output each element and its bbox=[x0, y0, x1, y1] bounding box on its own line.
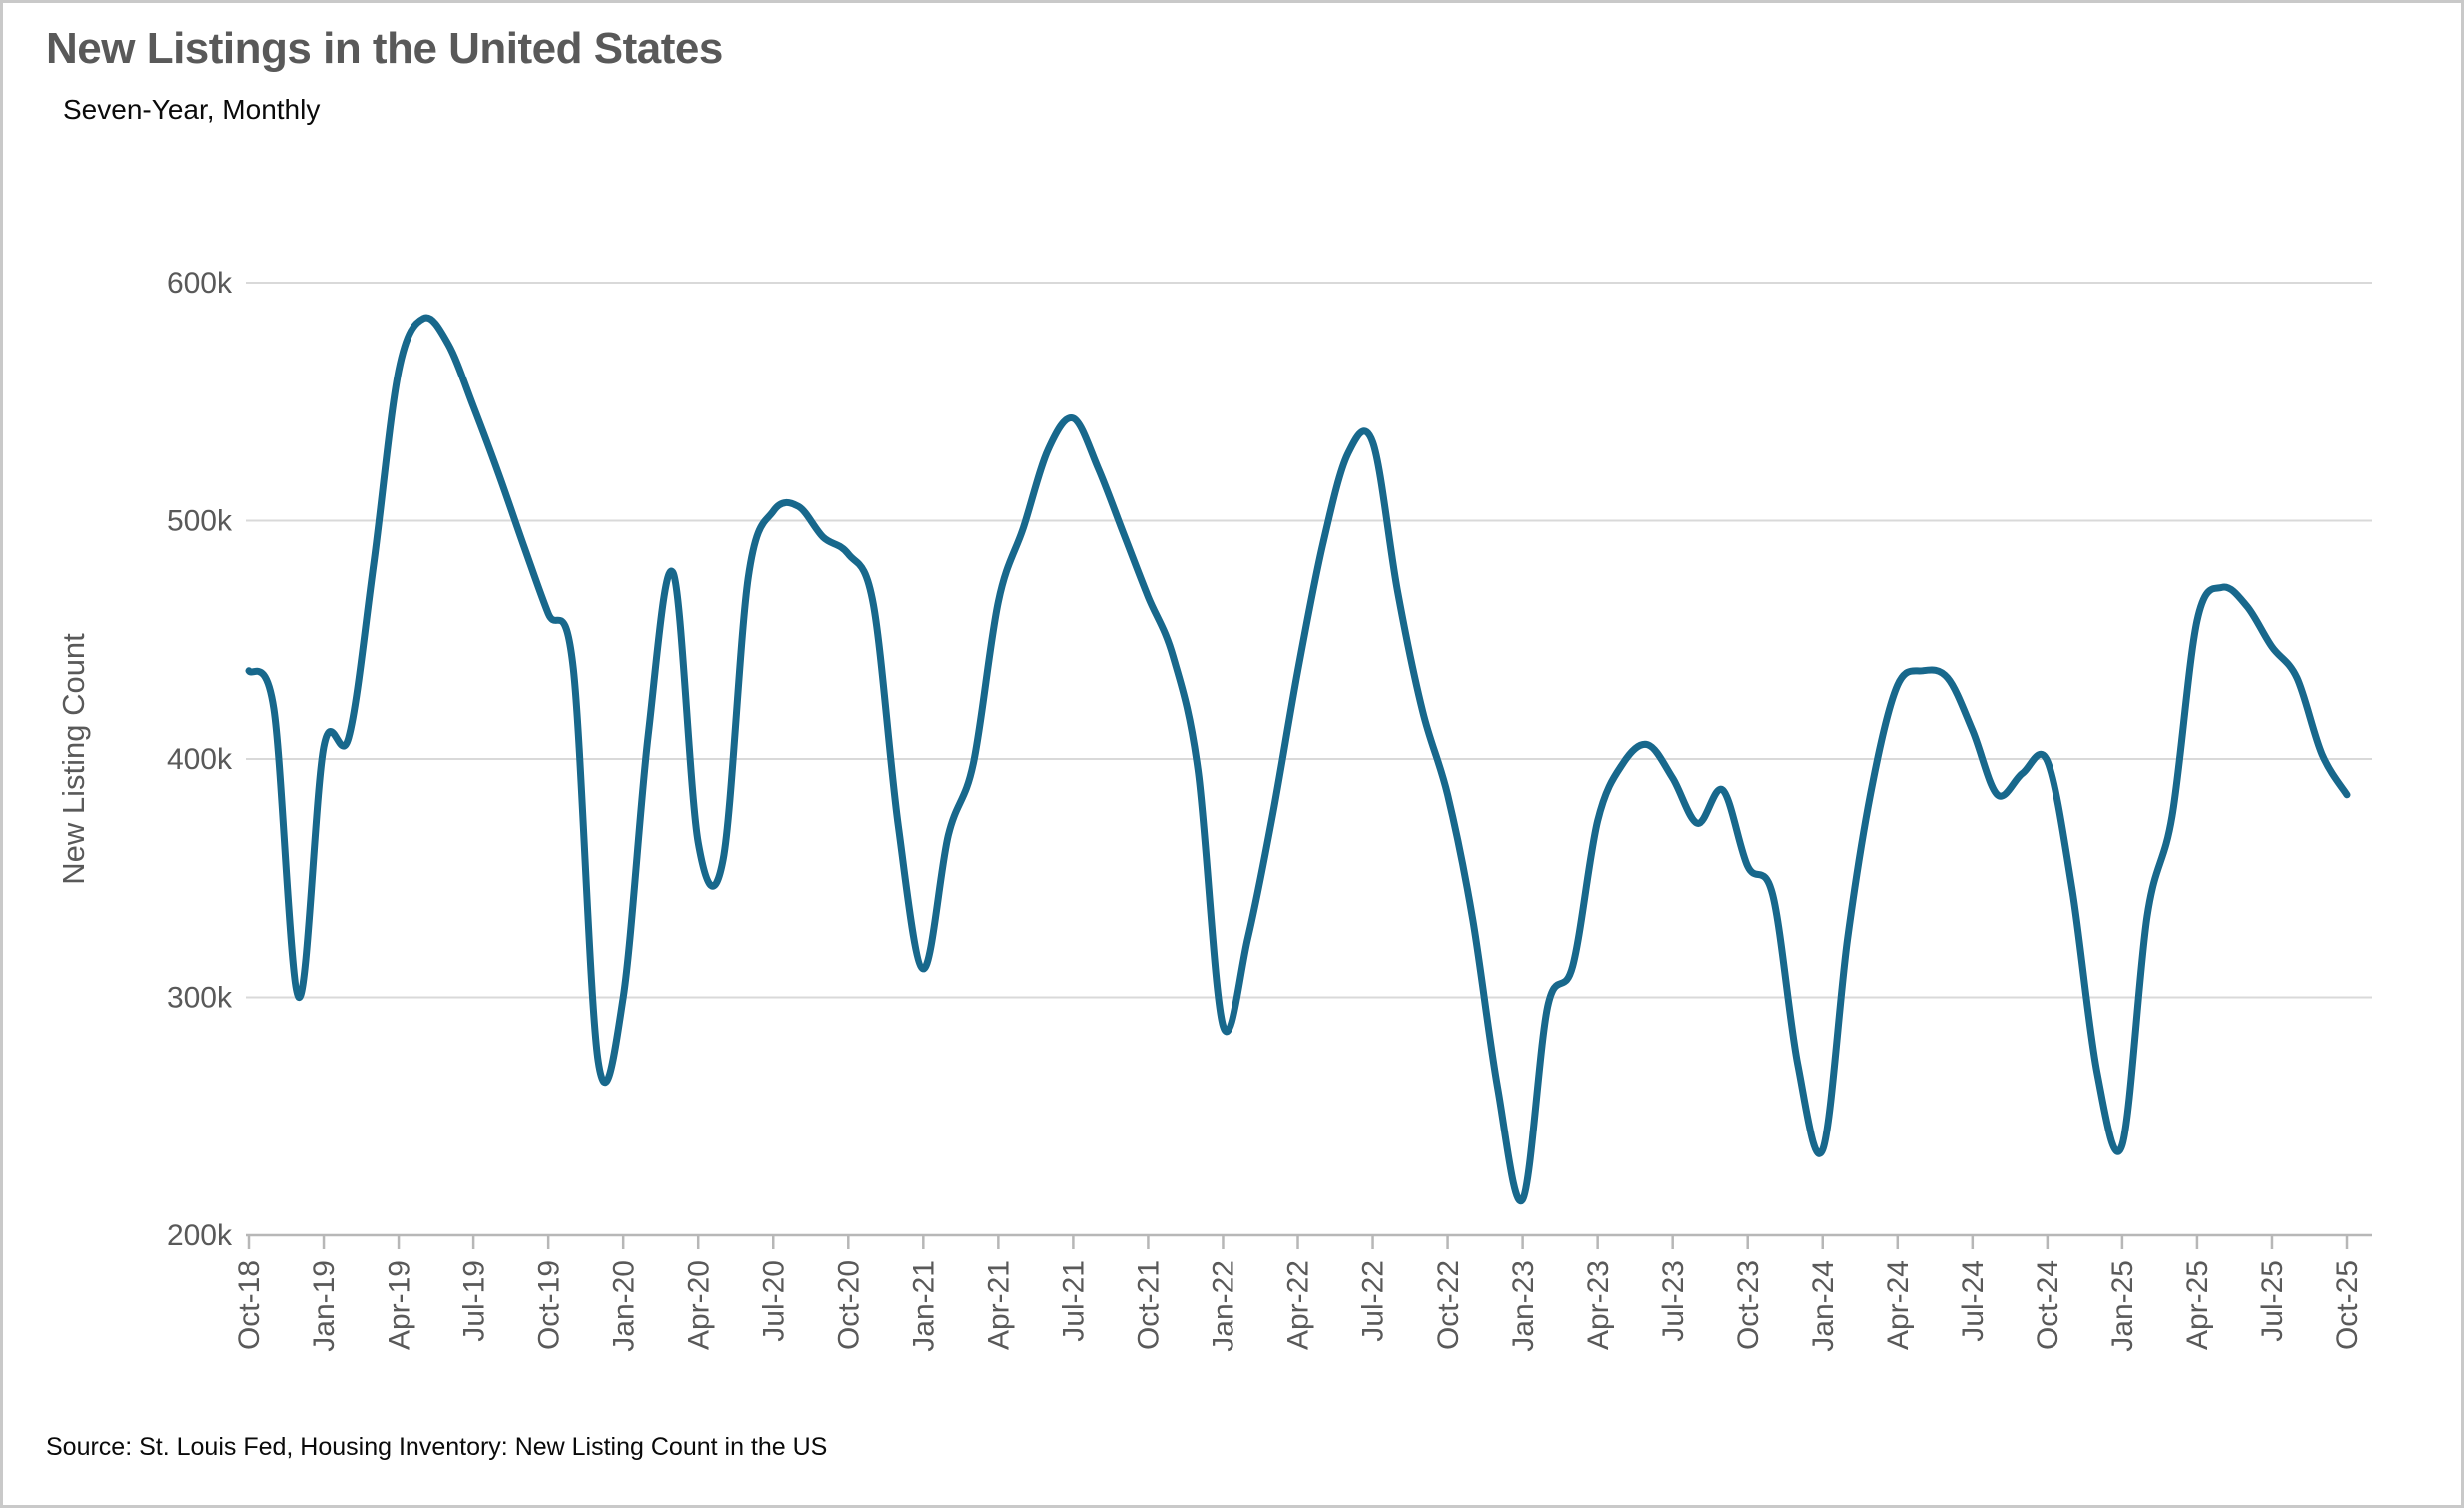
x-tick-label: Jul-21 bbox=[1058, 1260, 1091, 1342]
y-tick-label: 300k bbox=[167, 982, 233, 1015]
x-tick-label: Jul-24 bbox=[1957, 1260, 1990, 1342]
page-title: New Listings in the United States bbox=[46, 24, 723, 73]
x-tick-label: Apr-19 bbox=[383, 1260, 415, 1350]
x-tick-label: Oct-18 bbox=[233, 1260, 266, 1350]
x-tick-label: Oct-24 bbox=[2032, 1260, 2064, 1350]
chart-subtitle: Seven-Year, Monthly bbox=[63, 94, 321, 125]
x-tick-label: Jul-20 bbox=[757, 1260, 790, 1342]
x-tick-label: Jan-24 bbox=[1807, 1260, 1840, 1352]
x-tick-label: Jul-25 bbox=[2256, 1260, 2289, 1342]
x-tick-label: Jan-23 bbox=[1507, 1260, 1540, 1352]
source-note: Source: St. Louis Fed, Housing Inventory… bbox=[46, 1433, 828, 1461]
y-tick-label: 600k bbox=[167, 267, 233, 300]
x-tick-label: Jan-25 bbox=[2106, 1260, 2139, 1352]
series-line bbox=[245, 314, 2351, 1205]
x-tick-label: Oct-23 bbox=[1732, 1260, 1765, 1350]
x-tick-label: Apr-22 bbox=[1282, 1260, 1315, 1350]
x-tick-label: Jul-19 bbox=[457, 1260, 490, 1342]
x-tick-label: Oct-21 bbox=[1133, 1260, 1166, 1350]
x-tick-label: Oct-19 bbox=[532, 1260, 565, 1350]
x-tick-label: Jan-20 bbox=[607, 1260, 640, 1352]
x-tick-label: Apr-25 bbox=[2181, 1260, 2214, 1350]
y-tick-label: 200k bbox=[167, 1219, 233, 1252]
y-tick-label: 400k bbox=[167, 743, 233, 776]
x-tick-label: Oct-25 bbox=[2331, 1260, 2364, 1350]
x-tick-label: Apr-23 bbox=[1582, 1260, 1615, 1350]
x-tick-label: Apr-24 bbox=[1882, 1260, 1915, 1350]
x-tick-label: Jan-21 bbox=[908, 1260, 941, 1352]
y-tick-label: 500k bbox=[167, 505, 233, 538]
x-tick-label: Jul-22 bbox=[1357, 1260, 1390, 1342]
x-tick-label: Apr-20 bbox=[682, 1260, 715, 1350]
x-tick-label: Oct-20 bbox=[832, 1260, 865, 1350]
x-tick-label: Apr-21 bbox=[983, 1260, 1016, 1350]
x-tick-label: Jan-19 bbox=[308, 1260, 341, 1352]
x-tick-label: Oct-22 bbox=[1432, 1260, 1465, 1350]
x-tick-label: Jul-23 bbox=[1657, 1260, 1690, 1342]
y-axis-title: New Listing Count bbox=[56, 633, 91, 885]
x-tick-label: Jan-22 bbox=[1208, 1260, 1240, 1352]
